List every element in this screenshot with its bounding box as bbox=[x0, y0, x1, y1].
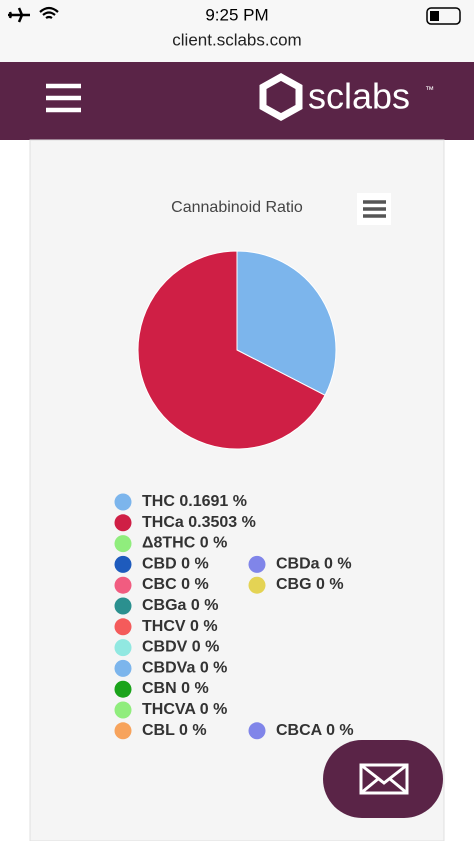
logo-text[interactable]: sclabs bbox=[308, 76, 410, 117]
legend-value: 0 % bbox=[181, 680, 209, 697]
legend-name: THCa bbox=[142, 514, 184, 531]
legend-item: THCa 0.3503 % bbox=[142, 514, 256, 531]
legend-value: 0 % bbox=[181, 576, 209, 593]
legend-item: CBCA 0 % bbox=[276, 722, 354, 739]
legend-name: CBG bbox=[276, 576, 312, 593]
legend-name: CBCA bbox=[276, 722, 323, 739]
legend-value: 0 % bbox=[324, 556, 352, 573]
legend-swatch bbox=[114, 555, 132, 573]
legend-swatch bbox=[114, 618, 132, 636]
legend-swatch bbox=[114, 722, 132, 740]
legend-name: CBDa bbox=[276, 556, 320, 573]
legend-item: CBDa 0 % bbox=[276, 556, 352, 573]
legend-swatch bbox=[248, 555, 266, 573]
legend-name: Δ8THC bbox=[142, 535, 196, 552]
legend-name: CBN bbox=[142, 680, 177, 697]
legend-name: THCVA bbox=[142, 701, 196, 718]
clock: 9:25 PM bbox=[205, 5, 268, 24]
chart-card bbox=[29, 139, 445, 842]
header bbox=[0, 62, 474, 140]
legend-value: 0.3503 % bbox=[188, 514, 256, 531]
chart-menu[interactable] bbox=[357, 193, 391, 225]
legend-item: Δ8THC 0 % bbox=[142, 535, 227, 552]
legend-item: THCVA 0 % bbox=[142, 701, 227, 718]
legend-value: 0 % bbox=[316, 576, 344, 593]
legend-swatch bbox=[114, 493, 132, 511]
trademark: ™ bbox=[425, 84, 434, 94]
legend-item: CBDV 0 % bbox=[142, 639, 219, 656]
legend-item: CBDVa 0 % bbox=[142, 660, 227, 677]
legend-value: 0.1691 % bbox=[179, 493, 247, 510]
legend-name: CBC bbox=[142, 576, 177, 593]
pie-slice bbox=[137, 250, 326, 450]
legend-swatch bbox=[248, 722, 266, 740]
battery-icon bbox=[426, 7, 461, 25]
legend-name: THCV bbox=[142, 618, 186, 635]
legend-value: 0 % bbox=[181, 556, 209, 573]
legend-swatch bbox=[114, 535, 132, 553]
legend-swatch bbox=[114, 639, 132, 657]
legend-swatch bbox=[114, 576, 132, 594]
airplane-icon bbox=[8, 7, 30, 23]
legend-value: 0 % bbox=[191, 597, 219, 614]
legend-swatch bbox=[114, 597, 132, 615]
battery-level bbox=[430, 11, 439, 21]
legend-value: 0 % bbox=[200, 701, 228, 718]
legend-name: CBL bbox=[142, 722, 175, 739]
pie-slice bbox=[236, 250, 337, 396]
logo-mark bbox=[259, 72, 303, 122]
legend-item: CBN 0 % bbox=[142, 680, 209, 697]
wifi-icon bbox=[39, 6, 59, 19]
legend-item: CBGa 0 % bbox=[142, 597, 218, 614]
legend-value: 0 % bbox=[192, 639, 220, 656]
legend-item: CBD 0 % bbox=[142, 556, 209, 573]
legend-swatch bbox=[114, 680, 132, 698]
legend-item: CBG 0 % bbox=[276, 576, 344, 593]
legend-name: THC bbox=[142, 493, 175, 510]
legend-name: CBDV bbox=[142, 639, 188, 656]
legend-value: 0 % bbox=[200, 535, 228, 552]
legend-name: CBD bbox=[142, 556, 177, 573]
legend-value: 0 % bbox=[179, 722, 207, 739]
legend-value: 0 % bbox=[200, 660, 228, 677]
legend-value: 0 % bbox=[190, 618, 218, 635]
mail-button[interactable] bbox=[323, 740, 443, 818]
url[interactable]: client.sclabs.com bbox=[172, 30, 301, 49]
menu-button[interactable] bbox=[46, 83, 81, 113]
plot: THC 0.1691 %THCa 0.3503 %Δ8THC 0 %CBD 0 … bbox=[114, 250, 354, 740]
legend-item: CBC 0 % bbox=[142, 576, 209, 593]
legend-swatch bbox=[114, 701, 132, 719]
legend-name: CBDVa bbox=[142, 660, 195, 677]
chart-title: Cannabinoid Ratio bbox=[171, 199, 303, 216]
legend-item: THCV 0 % bbox=[142, 618, 218, 635]
legend-value: 0 % bbox=[326, 722, 354, 739]
legend-swatch bbox=[114, 659, 132, 677]
browser-bar bbox=[0, 0, 474, 62]
legend-swatch bbox=[248, 576, 266, 594]
legend-swatch bbox=[114, 514, 132, 532]
legend-name: CBGa bbox=[142, 597, 187, 614]
legend-item: CBL 0 % bbox=[142, 722, 207, 739]
legend-item: THC 0.1691 % bbox=[142, 493, 247, 510]
